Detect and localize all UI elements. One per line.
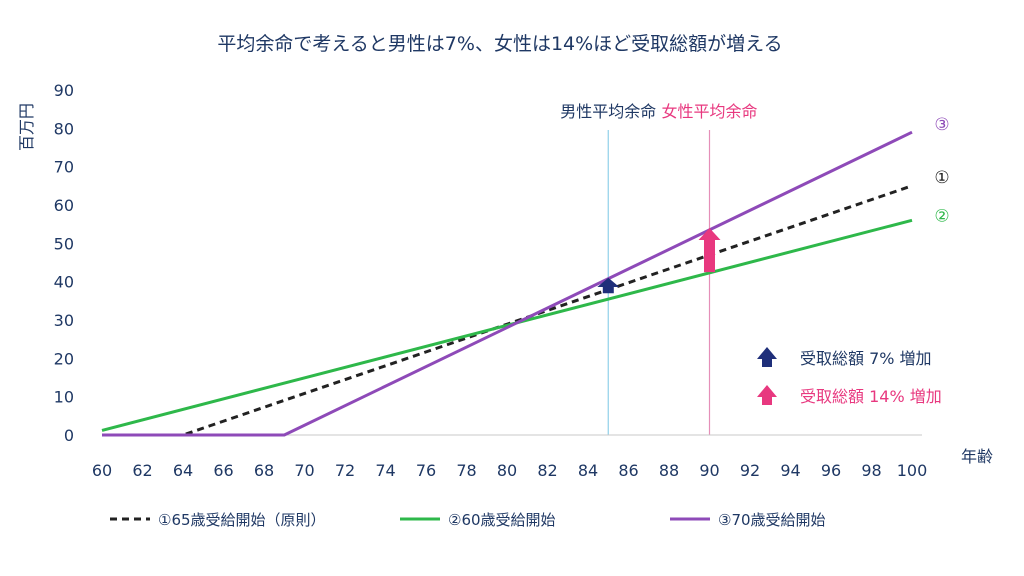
series-end-label-2: ② (934, 206, 949, 226)
x-tick-label: 90 (699, 461, 719, 480)
reference-line-label-0: 男性平均余命 (560, 102, 656, 121)
x-tick-label: 92 (740, 461, 760, 480)
x-tick-label: 84 (578, 461, 598, 480)
y-tick-label: 20 (54, 349, 74, 368)
y-tick-label: 40 (54, 273, 74, 292)
increase-arrow-2 (698, 228, 721, 273)
x-tick-label: 100 (897, 461, 928, 480)
x-tick-label: 62 (132, 461, 152, 480)
legend-label-1: ①65歳受給開始（原則） (158, 511, 326, 529)
series-end-label-1: ① (934, 168, 949, 188)
note-arrow-icon-1 (757, 347, 777, 367)
x-tick-label: 60 (92, 461, 112, 480)
legend: ①65歳受給開始（原則） ②60歳受給開始 ③70歳受給開始 (110, 511, 826, 529)
note-arrow-icon-2 (757, 385, 777, 405)
y-tick-label: 0 (64, 426, 74, 445)
legend-label-3: ③70歳受給開始 (718, 511, 826, 529)
y-tick-label: 30 (54, 311, 74, 330)
y-tick-label: 50 (54, 234, 74, 253)
x-tick-label: 98 (861, 461, 881, 480)
y-tick-label: 90 (54, 81, 74, 100)
series-lines: ① ② ③ (101, 115, 950, 437)
x-tick-label: 72 (335, 461, 355, 480)
note-label-2: 受取総額 14% 増加 (800, 387, 942, 406)
series-line-2 (101, 218, 913, 432)
chart-title: 平均余命で考えると男性は7%、女性は14%ほど受取総額が増える (217, 33, 782, 55)
legend-label-2: ②60歳受給開始 (448, 511, 556, 529)
x-tick-label: 78 (456, 461, 476, 480)
x-tick-label: 96 (821, 461, 841, 480)
x-tick-label: 86 (618, 461, 638, 480)
y-tick-label: 60 (54, 196, 74, 215)
note-label-1: 受取総額 7% 増加 (800, 349, 932, 368)
x-tick-label: 76 (416, 461, 436, 480)
x-tick-label: 88 (659, 461, 679, 480)
reference-lines: 男性平均余命 女性平均余命 (560, 102, 758, 435)
y-tick-label: 10 (54, 388, 74, 407)
x-tick-label: 64 (173, 461, 193, 480)
x-tick-label: 66 (213, 461, 233, 480)
series-line-3 (102, 130, 913, 437)
x-tick-label: 94 (780, 461, 800, 480)
series-end-label-3: ③ (934, 115, 949, 135)
x-tick-label: 82 (537, 461, 557, 480)
x-tick-label: 74 (375, 461, 395, 480)
x-tick-label: 68 (254, 461, 274, 480)
x-axis-label: 年齢 (961, 447, 993, 466)
y-tick-label: 70 (54, 158, 74, 177)
x-tick-label: 80 (497, 461, 517, 480)
y-tick-label: 80 (54, 119, 74, 138)
increase-arrows (597, 228, 721, 294)
increase-arrow-1 (597, 277, 620, 294)
reference-line-label-1: 女性平均余命 (661, 102, 757, 121)
x-tick-label: 70 (294, 461, 314, 480)
axes: 60 62 64 66 68 70 72 74 76 78 80 82 84 86 88 90 92 94 96 98… (54, 81, 928, 480)
y-axis-label: 百万円 (17, 103, 36, 151)
